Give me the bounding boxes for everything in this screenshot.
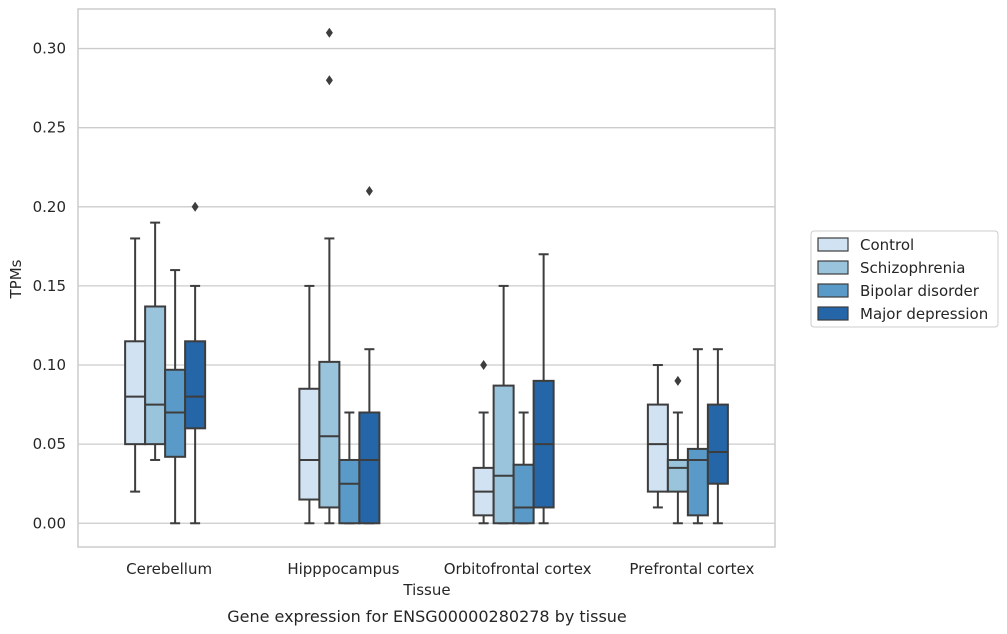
legend-frame <box>810 230 999 328</box>
box-iqr <box>184 340 207 430</box>
box-iqr <box>124 340 147 446</box>
legend: Control Schizophrenia Bipolar disorder Majo… <box>810 230 999 328</box>
legend-label: Major depression <box>860 305 988 323</box>
box-iqr <box>492 384 515 525</box>
box-iqr <box>318 360 341 509</box>
y-axis-title: TPMs <box>7 259 25 299</box>
chart-caption: Gene expression for ENSG00000280278 by t… <box>227 607 627 626</box>
x-tick-label: Prefrontal cortex <box>629 560 754 578</box>
outlier-point <box>674 375 682 386</box>
x-axis-title: Tissue <box>402 581 450 599</box>
box-3-0 <box>184 201 207 525</box>
box-2-2 <box>512 411 535 525</box>
legend-swatch <box>817 306 849 321</box>
x-tick-labels: Cerebellum Hipppocampus Orbitofrontal cort… <box>126 560 754 578</box>
boxes <box>124 27 729 525</box>
x-tick-label: Hipppocampus <box>287 560 399 578</box>
x-tick-label: Orbitofrontal cortex <box>444 560 592 578</box>
y-tick-label: 0.30 <box>33 40 66 58</box>
box-2-3 <box>686 348 709 525</box>
y-tick-labels: 0.00 0.05 0.10 0.15 0.20 0.25 0.30 <box>33 40 66 533</box>
outlier-point <box>365 185 373 196</box>
y-tick-label: 0.10 <box>33 356 66 374</box>
box-3-3 <box>706 348 729 525</box>
box-1-0 <box>144 221 167 461</box>
legend-label: Control <box>860 236 914 254</box>
box-iqr <box>298 387 321 501</box>
box-3-1 <box>358 185 381 525</box>
box-3-2 <box>532 253 555 525</box>
box-1-3 <box>666 375 689 525</box>
x-tick-label: Cerebellum <box>126 560 212 578</box>
box-iqr <box>646 403 669 493</box>
box-1-1 <box>318 27 341 525</box>
box-2-0 <box>164 269 187 525</box>
outlier-point <box>325 27 333 38</box>
box-0-1 <box>298 284 321 525</box>
box-0-3 <box>646 364 669 509</box>
box-iqr <box>358 411 381 525</box>
y-tick-label: 0.25 <box>33 119 66 137</box>
plot-area-frame <box>77 8 776 548</box>
y-tick-label: 0.00 <box>33 514 66 532</box>
box-iqr <box>686 447 709 517</box>
box-iqr <box>144 305 167 446</box>
box-0-2 <box>472 360 495 525</box>
box-2-1 <box>338 411 361 525</box>
legend-swatch <box>817 283 849 298</box>
y-tick-label: 0.20 <box>33 198 66 216</box>
box-iqr <box>666 458 689 493</box>
box-0-0 <box>124 237 147 493</box>
outlier-point <box>191 201 199 212</box>
outlier-point <box>480 360 488 371</box>
box-iqr <box>338 458 361 525</box>
y-tick-label: 0.05 <box>33 435 66 453</box>
y-tick-label: 0.15 <box>33 277 66 295</box>
box-iqr <box>512 463 535 525</box>
legend-swatch <box>817 237 849 252</box>
box-1-2 <box>492 284 515 525</box>
box-iqr <box>706 403 729 485</box>
legend-label: Schizophrenia <box>860 259 965 277</box>
outlier-point <box>325 75 333 86</box>
legend-label: Bipolar disorder <box>860 282 980 300</box>
legend-swatch <box>817 260 849 275</box>
